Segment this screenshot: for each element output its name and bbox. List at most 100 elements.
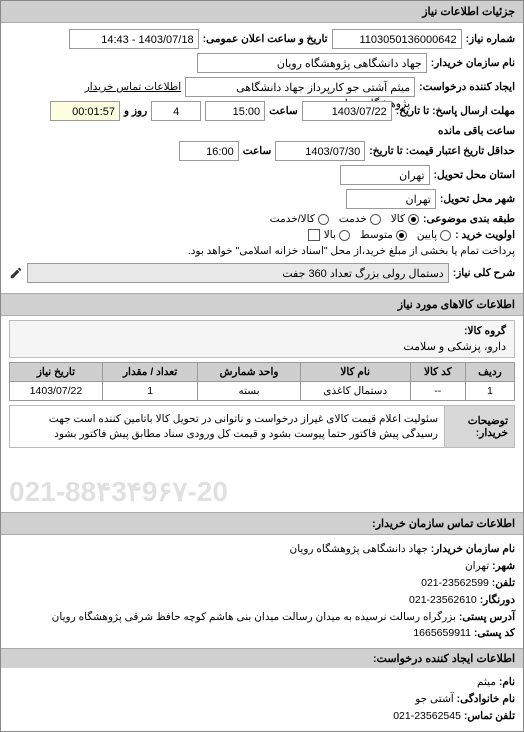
td-unit: بسته	[198, 382, 300, 401]
creator-block: نام: میثم نام خانوادگی: آشتی جو تلفن تما…	[1, 668, 523, 730]
buyer-contact-link[interactable]: اطلاعات تماس خریدار	[85, 81, 181, 93]
prio-high-label: بالا	[324, 229, 336, 241]
classification-label: طبقه بندی موضوعی:	[423, 213, 515, 225]
requester-label: ایجاد کننده درخواست:	[419, 81, 515, 93]
panel-title: جزئیات اطلاعات نیاز	[1, 1, 523, 23]
c-zip-label: کد پستی:	[474, 627, 515, 639]
watermark-area: 021-88۴3۴9۶۷-20	[1, 452, 523, 512]
priority-label: اولویت خرید :	[455, 229, 515, 241]
treasury-checkbox[interactable]	[308, 229, 320, 241]
c-city-label: شهر:	[492, 560, 515, 572]
edit-icon[interactable]	[9, 266, 23, 280]
class-goods-service-label: کالا/خدمت	[270, 213, 315, 225]
req-no-label: شماره نیاز:	[466, 33, 515, 45]
radio-icon	[408, 214, 419, 225]
class-service-label: خدمت	[339, 213, 367, 225]
main-form: شماره نیاز: 1103050136000642 تاریخ و ساع…	[1, 23, 523, 293]
cr-family-label: نام خانوادگی:	[457, 693, 515, 705]
class-goods-service-radio[interactable]: کالا/خدمت	[270, 213, 329, 225]
deadline-time-label: ساعت	[269, 105, 298, 117]
summary-label: شرح کلی نیاز:	[453, 267, 515, 279]
class-service-radio[interactable]: خدمت	[339, 213, 381, 225]
td-code: --	[410, 382, 465, 401]
creator-section-title: اطلاعات ایجاد کننده درخواست:	[1, 648, 523, 668]
category-label: گروه کالا:	[464, 325, 506, 337]
th-date: تاریخ نیاز	[10, 363, 103, 382]
cr-tel-label: تلفن تماس:	[464, 710, 515, 722]
validity-time-label: ساعت	[243, 145, 272, 157]
items-section-title: اطلاعات کالاهای مورد نیاز	[1, 293, 523, 316]
delivery-province-field: تهران	[340, 165, 430, 185]
deadline-time-field: 15:00	[205, 101, 265, 121]
c-tel-label: تلفن:	[492, 577, 515, 589]
prio-low-radio[interactable]: پایین	[417, 229, 451, 241]
contact-block: نام سازمان خریدار: جهاد دانشگاهی پژوهشگا…	[1, 535, 523, 648]
note-label: توضیحات خریدار:	[444, 406, 514, 447]
cr-family: آشتی جو	[415, 693, 453, 705]
delivery-city-field: تهران	[346, 189, 436, 209]
cr-tel: 23562545-021	[393, 710, 461, 722]
announce-field: 1403/07/18 - 14:43	[69, 29, 199, 49]
category-box: گروه کالا: دارو، پزشکی و سلامت	[9, 320, 515, 358]
c-org: جهاد دانشگاهی پژوهشگاه رویان	[290, 543, 428, 555]
requester-field: میثم آشتی جو کارپرداز جهاد دانشگاهی پژوه…	[185, 77, 415, 97]
c-zip: 1665659911	[413, 627, 471, 639]
payment-note: پرداخت تمام یا بخشی از مبلغ خرید،از محل …	[188, 245, 515, 257]
classification-radios: کالا خدمت کالا/خدمت	[270, 213, 419, 225]
items-table: ردیف کد کالا نام کالا واحد شمارش تعداد /…	[9, 362, 515, 401]
td-name: دستمال کاغذی	[300, 382, 410, 401]
details-panel: جزئیات اطلاعات نیاز شماره نیاز: 11030501…	[0, 0, 524, 732]
prio-mid-radio[interactable]: متوسط	[360, 229, 407, 241]
td-row: 1	[465, 382, 514, 401]
buyer-note-box: توضیحات خریدار: سئولیت اعلام قیمت کالای …	[9, 405, 515, 448]
delivery-city-label: شهر محل تحویل:	[440, 193, 515, 205]
c-tel: 23562599-021	[421, 577, 489, 589]
buyer-name-label: نام سازمان خریدار:	[431, 57, 515, 69]
announce-label: تاریخ و ساعت اعلان عمومی:	[203, 33, 328, 45]
prio-mid-label: متوسط	[360, 229, 393, 241]
th-unit: واحد شمارش	[198, 363, 300, 382]
deadline-date-field: 1403/07/22	[302, 101, 392, 121]
buyer-name-field: جهاد دانشگاهی پژوهشگاه رویان	[197, 53, 427, 73]
radio-icon	[339, 230, 350, 241]
td-date: 1403/07/22	[10, 382, 103, 401]
priority-radios: پایین متوسط بالا	[324, 229, 451, 241]
c-org-label: نام سازمان خریدار:	[431, 543, 515, 555]
deadline-label: مهلت ارسال پاسخ: تا تاریخ:	[396, 105, 515, 117]
contact-section-title: اطلاعات تماس سازمان خریدار:	[1, 512, 523, 535]
validity-label: حداقل تاریخ اعتبار قیمت: تا تاریخ:	[369, 145, 515, 157]
class-goods-label: کالا	[391, 213, 405, 225]
c-city: تهران	[465, 560, 489, 572]
days-remaining-label: روز و	[124, 105, 147, 117]
c-addr: بزرگراه رسالت نرسیده به میدان رسالت میدا…	[52, 611, 456, 623]
prio-high-radio[interactable]: بالا	[324, 229, 350, 241]
th-name: نام کالا	[300, 363, 410, 382]
prio-low-label: پایین	[417, 229, 437, 241]
validity-date-field: 1403/07/30	[275, 141, 365, 161]
cr-name: میثم	[477, 676, 496, 688]
radio-icon	[396, 230, 407, 241]
class-goods-radio[interactable]: کالا	[391, 213, 419, 225]
watermark-text: 021-88۴3۴9۶۷-20	[9, 475, 228, 508]
countdown-field: 00:01:57	[50, 101, 120, 121]
note-text: سئولیت اعلام قیمت کالای غیراز درخواست و …	[10, 406, 444, 447]
table-header-row: ردیف کد کالا نام کالا واحد شمارش تعداد /…	[10, 363, 515, 382]
c-addr-label: آدرس پستی:	[459, 611, 515, 623]
radio-icon	[440, 230, 451, 241]
countdown-label: ساعت باقی مانده	[438, 125, 515, 137]
category-value: دارو، پزشکی و سلامت	[18, 340, 506, 353]
summary-field: دستمال رولی بزرگ تعداد 360 جفت	[27, 263, 449, 283]
c-fax: 23562610-021	[409, 594, 477, 606]
validity-time-field: 16:00	[179, 141, 239, 161]
th-code: کد کالا	[410, 363, 465, 382]
days-remaining-field: 4	[151, 101, 201, 121]
cr-name-label: نام:	[499, 676, 515, 688]
th-row: ردیف	[465, 363, 514, 382]
radio-icon	[370, 214, 381, 225]
table-row[interactable]: 1 -- دستمال کاغذی بسته 1 1403/07/22	[10, 382, 515, 401]
c-fax-label: دورنگار:	[480, 594, 515, 606]
td-qty: 1	[102, 382, 197, 401]
radio-icon	[318, 214, 329, 225]
delivery-province-label: استان محل تحویل:	[434, 169, 515, 181]
req-no-field: 1103050136000642	[332, 29, 462, 49]
